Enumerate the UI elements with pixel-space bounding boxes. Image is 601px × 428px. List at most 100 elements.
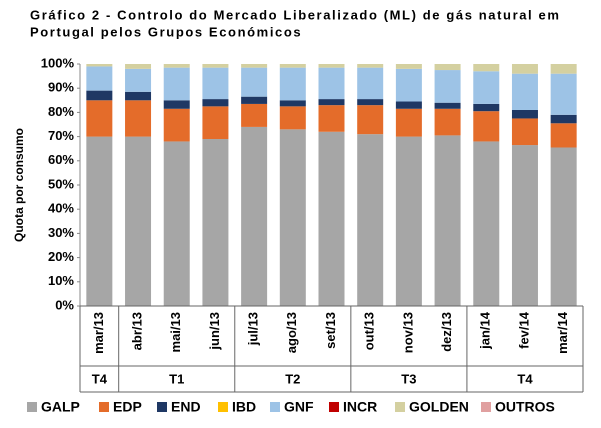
x-tick-label: mai/13: [168, 312, 183, 352]
x-tick-label: mar/13: [91, 312, 106, 354]
bar-segment: [357, 134, 384, 306]
legend-label: GNF: [284, 399, 314, 415]
bar-segment: [86, 64, 113, 67]
bar-segment: [434, 102, 461, 109]
bar-segment: [163, 108, 190, 142]
x-tick-label: abr/13: [129, 312, 144, 350]
bar-segment: [279, 129, 306, 306]
bar-segment: [395, 136, 422, 306]
bar-segment: [511, 73, 538, 110]
y-tick-label: 90%: [48, 80, 74, 95]
bar-segment: [357, 105, 384, 135]
x-tick-label: set/13: [323, 312, 338, 349]
bar-segment: [550, 73, 577, 115]
bar-segment: [318, 105, 345, 132]
bar-segment: [473, 111, 500, 142]
legend-swatch: [270, 402, 280, 412]
quarter-label: T4: [517, 371, 533, 386]
y-tick-label: 50%: [48, 176, 74, 191]
legend-label: OUTROS: [495, 399, 555, 415]
x-tick-label: jul/13: [246, 312, 261, 346]
bar-segment: [511, 118, 538, 146]
legend-label: INCR: [343, 399, 377, 415]
bar-segment: [202, 67, 229, 100]
legend-label: GALP: [41, 399, 80, 415]
bar-segment: [511, 109, 538, 119]
bar-segment: [279, 100, 306, 107]
quarter-label: T4: [92, 371, 108, 386]
bar-segment: [434, 135, 461, 306]
bar-segment: [318, 64, 345, 68]
legend-label: END: [171, 399, 201, 415]
bar-segment: [125, 91, 152, 101]
quarter-label: T1: [169, 371, 184, 386]
bar-segment: [473, 71, 500, 104]
x-tick-label: dez/13: [439, 312, 454, 352]
bar-segment: [241, 103, 268, 127]
bar-segment: [163, 100, 190, 109]
y-axis-label: Quota por consumo: [12, 128, 26, 242]
bar-segment: [86, 66, 113, 91]
bar-segment: [395, 101, 422, 109]
y-tick-label: 70%: [48, 128, 74, 143]
quarter-label: T3: [401, 371, 416, 386]
x-tick-label: jun/13: [207, 312, 222, 351]
x-tick-label: nov/13: [400, 312, 415, 353]
bar-segment: [395, 68, 422, 102]
y-tick-label: 10%: [48, 273, 74, 288]
legend-swatch: [395, 402, 405, 412]
bar-segment: [473, 103, 500, 112]
bar-segment: [241, 126, 268, 306]
legend-swatch: [218, 402, 228, 412]
bar-segment: [86, 90, 113, 101]
bar-segment: [202, 64, 229, 68]
bar-segment: [86, 100, 113, 137]
y-tick-label: 40%: [48, 201, 74, 216]
legend-swatch: [99, 402, 109, 412]
chart-title: Gráfico 2 - Controlo do Mercado Liberali…: [30, 7, 560, 22]
y-tick-label: 60%: [48, 152, 74, 167]
bar-segment: [318, 67, 345, 100]
bar-segment: [550, 123, 577, 148]
legend-swatch: [329, 402, 339, 412]
bar-segment: [550, 147, 577, 306]
y-tick-label: 20%: [48, 249, 74, 264]
bar-segment: [473, 64, 500, 72]
y-tick-label: 30%: [48, 225, 74, 240]
bar-segment: [202, 139, 229, 306]
bar-segment: [202, 106, 229, 140]
legend-label: EDP: [113, 399, 142, 415]
bar-segment: [473, 141, 500, 306]
bar-segment: [318, 99, 345, 106]
bar-segment: [395, 108, 422, 137]
bar-segment: [125, 136, 152, 306]
bar-segment: [279, 67, 306, 101]
bar-segment: [163, 141, 190, 306]
legend-swatch: [27, 402, 37, 412]
bar-segment: [163, 67, 190, 101]
bar-segment: [434, 108, 461, 136]
legend-swatch: [157, 402, 167, 412]
bar-segment: [550, 64, 577, 74]
bar-segment: [202, 99, 229, 107]
bar-segment: [395, 64, 422, 69]
x-tick-label: out/13: [362, 312, 377, 350]
y-tick-label: 80%: [48, 104, 74, 119]
bar-segment: [434, 64, 461, 71]
legend-swatch: [481, 402, 491, 412]
bar-segment: [434, 70, 461, 103]
bar-segment: [125, 68, 152, 92]
y-tick-label: 100%: [41, 55, 75, 70]
bar-segment: [163, 64, 190, 68]
bar-segment: [318, 131, 345, 306]
bar-segment: [241, 64, 268, 68]
legend-label: GOLDEN: [409, 399, 469, 415]
x-tick-label: ago/13: [284, 312, 299, 353]
bar-segment: [550, 114, 577, 124]
bar-segment: [241, 67, 268, 97]
bar-segment: [125, 100, 152, 137]
y-tick-label: 0%: [55, 297, 74, 312]
bar-segment: [511, 64, 538, 74]
x-tick-label: jan/14: [478, 311, 493, 350]
